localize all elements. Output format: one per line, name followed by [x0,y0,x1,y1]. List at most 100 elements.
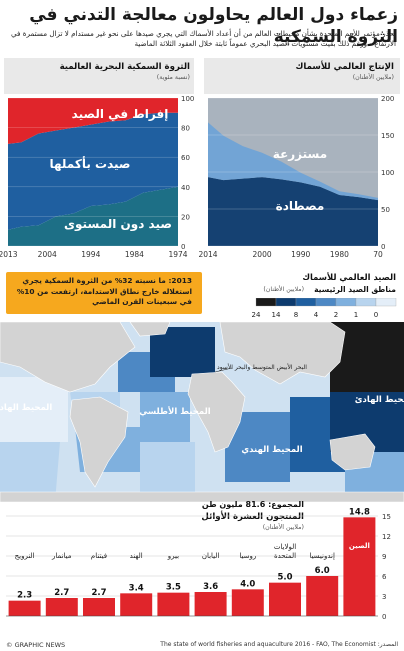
production-xtick: 1990 [291,250,310,259]
stocks-ytick: 60 [181,154,190,162]
page-title: زعماء دول العالم يحاولون معالجة التدني ف… [29,5,398,47]
production-area-aquaculture [208,122,378,201]
legend-label: 4 [314,311,319,319]
production-ytick: 0 [381,243,385,251]
bar-ytick: 12 [382,533,391,541]
stocks-ytick: 20 [181,213,190,221]
total-label: المجموع: 81.6 مليون طن [201,500,304,509]
bar-value-label: 2.3 [17,591,32,601]
stocks-chart-subtitle: (نسبة مئوية) [156,74,190,81]
production-xtick: 2000 [253,250,272,259]
bar-category-label: الهند [130,552,143,560]
greenland [129,322,171,337]
bar [157,592,190,616]
footer-source: المصدر: The state of world fisheries and… [160,641,398,648]
zone-northeast-atlantic [150,327,215,377]
stocks-area-chart: 0 20 40 60 80 100 1974 1984 1994 2004 2013 صيد دون … [0,95,194,259]
top-charts: 0 20 40 60 80 100 1974 1984 1994 2004 2013 صيد دون … [0,95,394,259]
stocks-xtick: 1994 [81,250,100,259]
intro-text: يحذر مؤتمر للأمم المتحدة بشأن محيطات الع… [11,29,396,48]
stocks-label-fully-fished: صيدت بأكملها [49,156,130,171]
production-area-capture [208,177,378,246]
zone-southeast-atlantic [140,442,195,492]
bar-ytick: 0 [382,613,386,621]
bar-chart-subtitle: (ملايين الأطنان) [262,524,304,531]
map-subtitle: مناطق الصيد الرئيسية [314,285,396,294]
bar-category-label: اليابان [202,552,220,560]
bar-chart-title: المنتجون العشرة الأوائل [201,512,304,522]
stocks-xtick: 2013 [0,250,18,259]
production-chart-subtitle: (ملايين الأطنان) [352,74,394,81]
legend-swatch [295,298,317,307]
production-xtick: 2014 [198,250,217,259]
bar-category-label: النرويج [15,552,35,560]
production-xtick: 70 [373,250,383,259]
map-legend: 24 14 8 4 2 1 0 [252,298,397,319]
bar-category-label: الصين [349,542,370,550]
callout-text: 2013: ما نسبته 32% من الثروة السمكية يجر… [16,276,192,306]
antarctica [0,491,404,502]
bar-value-label: 4.0 [240,579,255,589]
label-atlantic: المحيط الأطلسي [139,406,211,417]
stocks-area-fully-fished [8,112,178,230]
bar [194,592,227,616]
bar [8,600,41,616]
footer-credit: © GRAPHIC NEWS [6,641,66,649]
bar-value-label: 5.0 [277,573,292,583]
map-title: الصيد العالمي للأسماك [302,272,396,282]
bar [343,517,376,616]
bar-value-label: 2.7 [54,588,69,598]
label-pacific-east: المحيط الهادئ [0,403,52,413]
continents [0,322,404,502]
label-indian: المحيط الهندي [241,445,302,455]
bar-ytick: 9 [382,553,386,561]
australia [329,433,376,471]
stocks-xtick: 1974 [168,250,187,259]
bar-value-label: 2.7 [91,588,106,598]
bar [269,582,301,616]
zone-eastern-central-atlantic [140,392,190,442]
legend-label: 8 [294,311,298,319]
bar-category-label: بيرو [167,552,179,560]
legend-swatch [375,298,397,307]
bar [83,598,115,616]
label-med-black-seas: البحر الأبيض المتوسط والبحر الأسود [217,363,307,371]
top-producers-bar-chart: 0 3 6 9 12 15 14.8 الصين 6.0 إندونيسيا 5.0 الولايات… [6,508,391,621]
stocks-area-underfished [8,186,178,246]
legend-swatch [255,298,277,307]
world-map: المحيط الهادئ المحيط الأطلسي المحيط الهن… [0,322,404,502]
africa [187,371,246,453]
bar-value-label: 3.6 [203,582,218,592]
legend-label: 0 [374,311,378,319]
stocks-xtick: 1984 [125,250,144,259]
bar-value-label: 6.0 [315,566,330,576]
seas-pointer [214,367,233,373]
production-xtick: 1980 [330,250,349,259]
legend-label: 24 [252,311,261,319]
bar [120,593,153,616]
bar-category-label: ميانمار [51,552,72,560]
legend-swatch [355,298,377,307]
legend-swatch [335,298,357,307]
bar-value-label: 3.5 [166,583,181,593]
zone-east-pacific-south [0,442,60,502]
stocks-ytick: 0 [181,243,185,251]
bar-ytick: 15 [382,513,391,521]
stocks-area-overfished [8,98,178,144]
zone-east-pacific-north [0,377,68,442]
production-ytick: 50 [381,206,390,214]
bar-value-label: 3.4 [129,583,144,593]
stocks-ytick: 80 [181,125,190,133]
stocks-ytick: 40 [181,184,190,192]
bar-category-label: فيتنام [91,552,107,560]
south-america [69,396,129,488]
bar [306,576,339,616]
bar-category-label: الولايات المتحدة [274,543,296,560]
production-label-aquaculture: مستزرعة [273,147,327,161]
bar [231,589,264,616]
label-pacific-west: المحيط الهادئ [355,395,404,405]
production-label-capture: مصطادة [276,199,325,213]
bar-ytick: 3 [382,593,386,601]
bar [45,598,78,616]
bar-category-label: إندونيسيا [309,552,335,560]
